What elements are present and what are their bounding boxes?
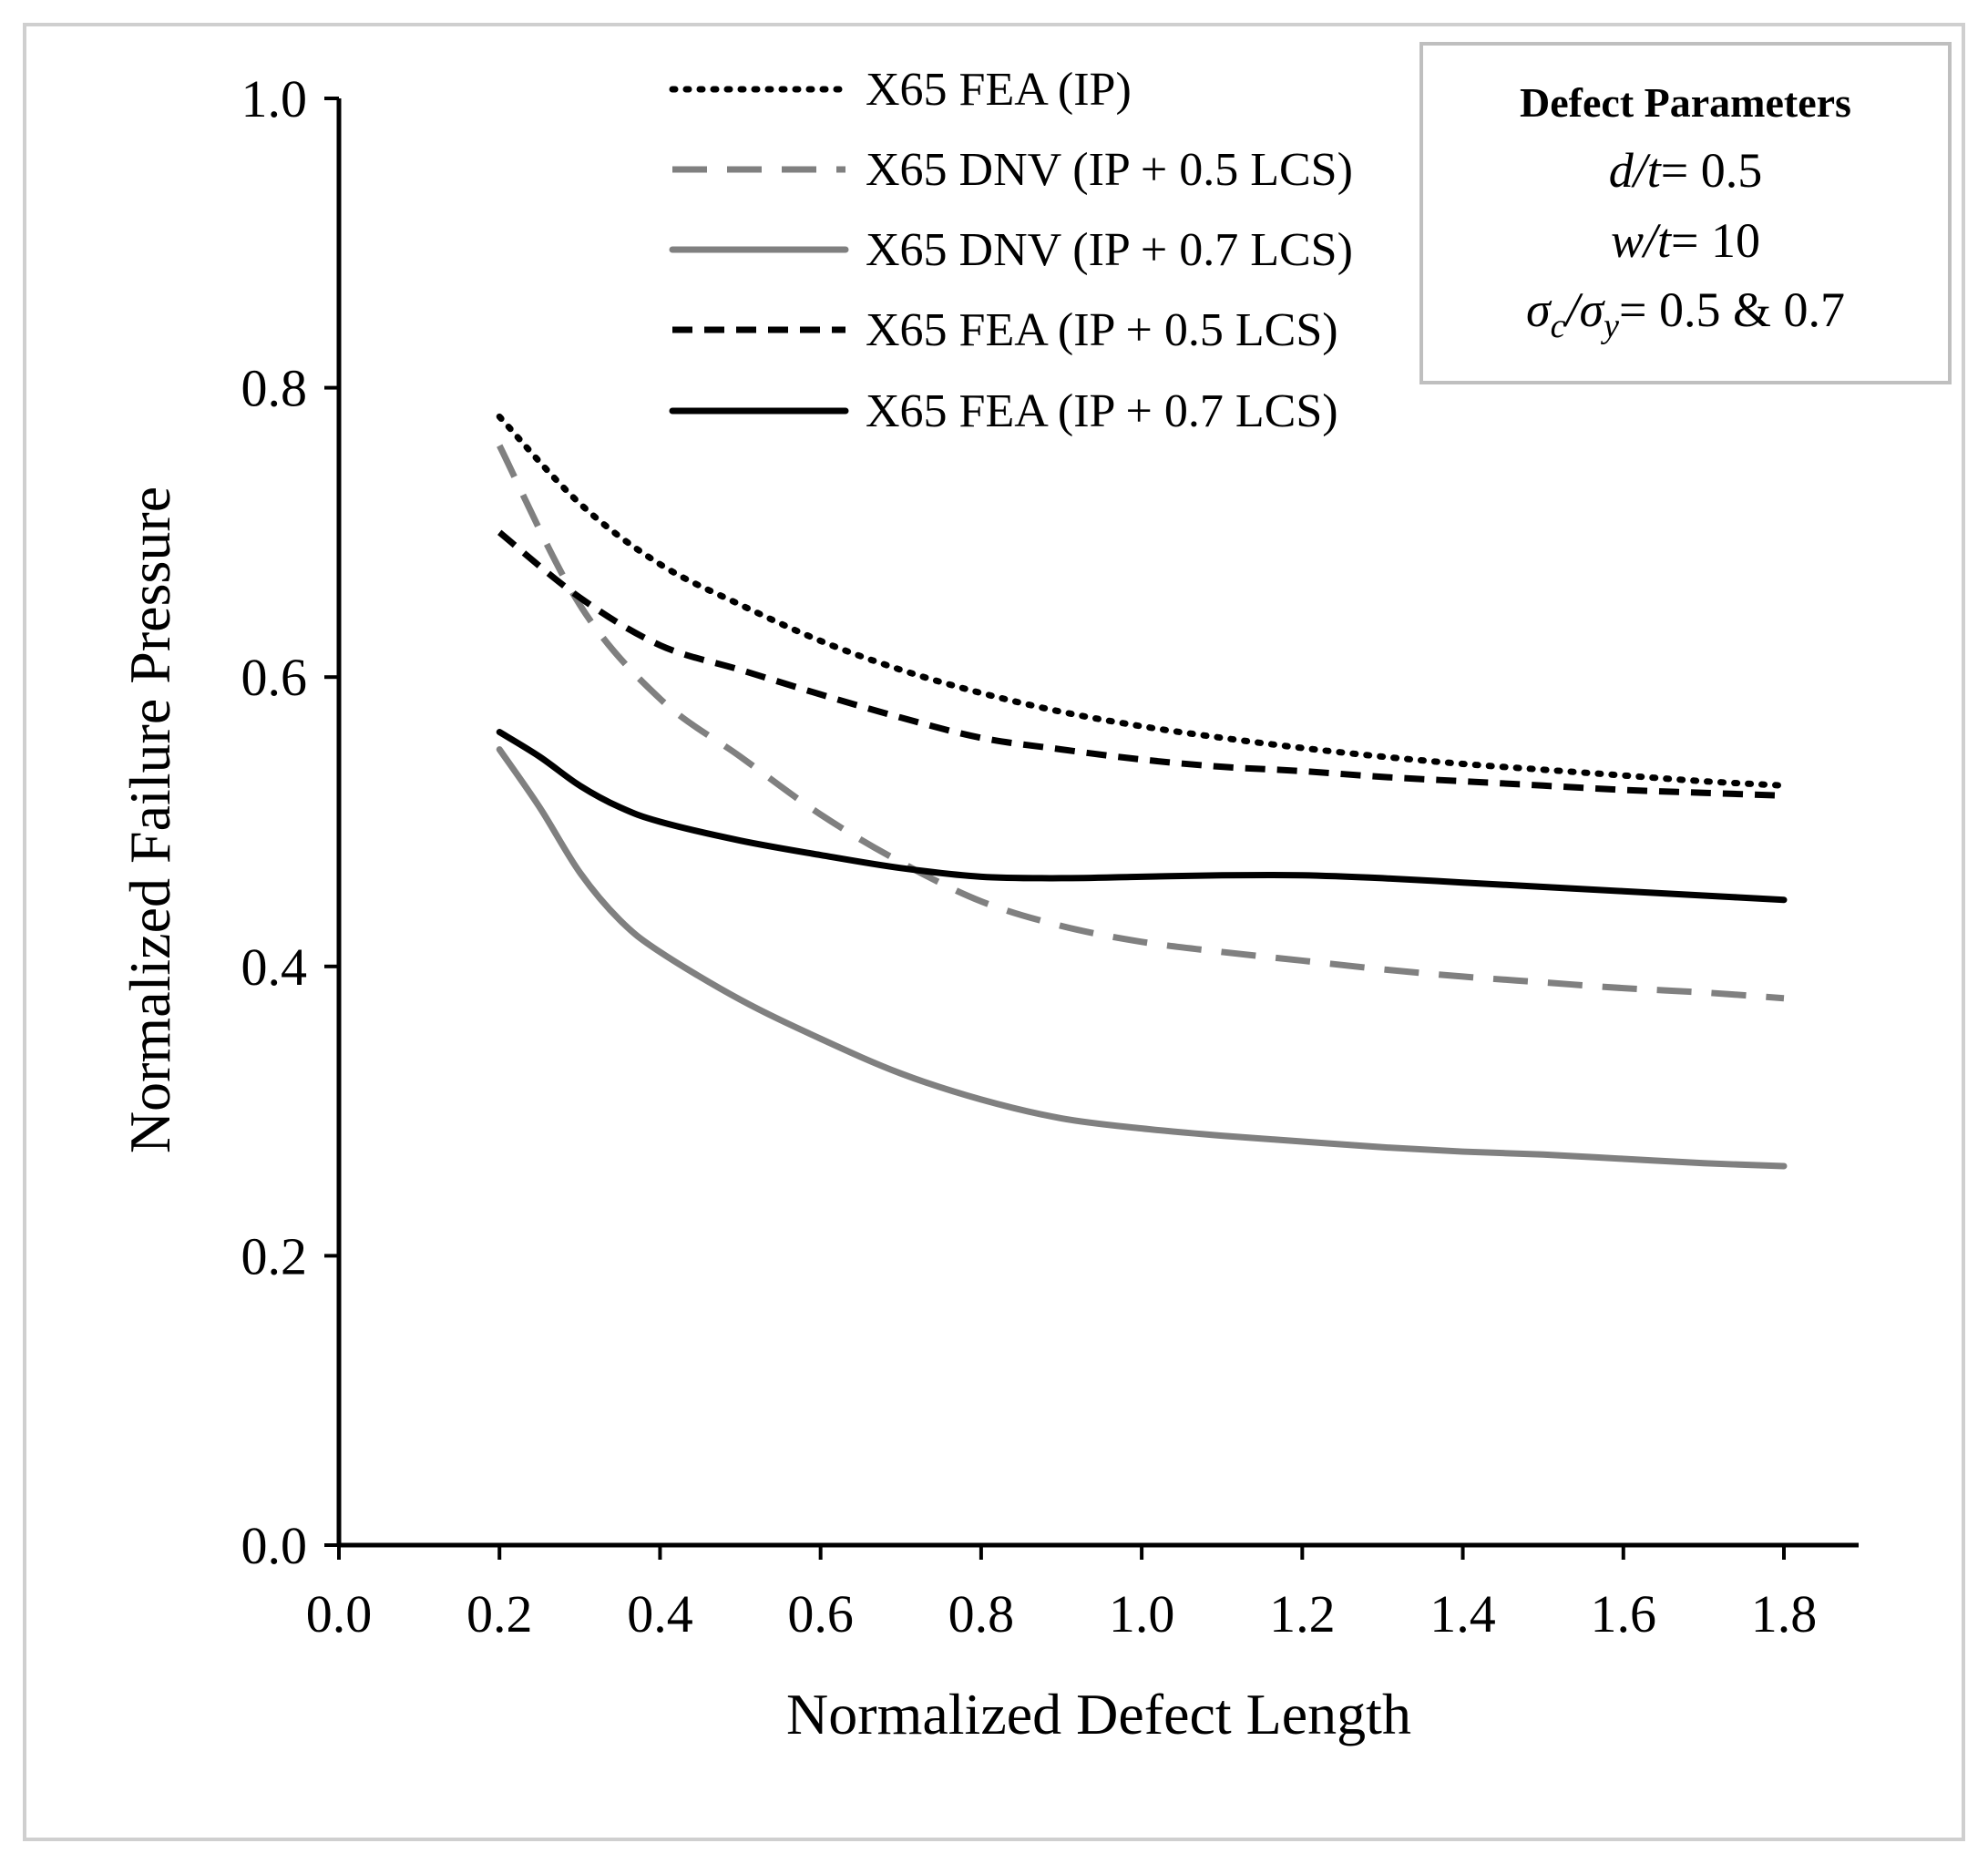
params-sub-y: y	[1600, 307, 1619, 345]
params-line-w-t: w/t= 10	[1611, 213, 1760, 268]
series-line-1	[496, 413, 1788, 789]
x-tick-label: 1.6	[1591, 1584, 1657, 1644]
x-tick-label: 1.2	[1269, 1584, 1336, 1644]
x-tick-label: 0.2	[466, 1584, 533, 1644]
series-layer	[496, 413, 1788, 1170]
params-box-frame	[1419, 42, 1952, 384]
defect-parameters-box: Defect Parameters d/t= 0.5 w/t= 10 σc/σy…	[1419, 42, 1952, 384]
legend-label-3: X65 DNV (IP + 0.7 LCS)	[866, 224, 1353, 276]
params-w-t-value: = 10	[1671, 213, 1760, 268]
axes	[336, 98, 1859, 1548]
params-line-sigma: σc/σy= 0.5 & 0.7	[1526, 282, 1845, 345]
legend: X65 FEA (IP) X65 DNV (IP + 0.5 LCS) X65 DN…	[669, 64, 1353, 437]
series-line-4	[497, 529, 1785, 799]
x-tick-label: 1.4	[1430, 1584, 1496, 1644]
legend-label-5: X65 FEA (IP + 0.7 LCS)	[866, 385, 1338, 437]
series-line-5	[496, 729, 1788, 904]
x-tick-label: 0.4	[627, 1584, 693, 1644]
params-sub-c: c	[1551, 307, 1566, 345]
series-line-3	[496, 746, 1788, 1170]
tick-labels: 0.0 0.2 0.4 0.6 0.8 1.0 1.2 1.4 1.6 1.8 0.0 0.2 0.4 0…	[241, 69, 1818, 1644]
x-tick-label: 1.0	[1109, 1584, 1175, 1644]
x-tick-label: 0.0	[306, 1584, 373, 1644]
ticks	[324, 97, 1786, 1560]
params-d-t-variable: d/t	[1609, 143, 1663, 198]
y-tick-label: 0.4	[241, 937, 308, 997]
y-tick-label: 0.0	[241, 1516, 308, 1575]
y-axis-title: Normalized Failure Pressure	[118, 486, 182, 1153]
params-w-t-variable: w/t	[1611, 213, 1673, 268]
legend-label-4: X65 FEA (IP + 0.5 LCS)	[866, 304, 1338, 356]
params-sigma-c: σ	[1526, 282, 1552, 337]
params-title: Defect Parameters	[1520, 79, 1851, 126]
y-tick-label: 0.2	[241, 1226, 308, 1285]
y-tick-label: 0.6	[241, 648, 308, 707]
x-tick-label: 1.8	[1751, 1584, 1818, 1644]
legend-label-2: X65 DNV (IP + 0.5 LCS)	[866, 144, 1353, 196]
params-sigma-y: /σ	[1563, 282, 1606, 337]
x-tick-label: 0.6	[787, 1584, 854, 1644]
legend-label-1: X65 FEA (IP)	[866, 64, 1132, 116]
series-line-2	[497, 444, 1785, 1002]
x-axis-title: Normalized Defect Length	[786, 1682, 1411, 1746]
y-tick-label: 1.0	[241, 69, 308, 128]
x-tick-label: 0.8	[948, 1584, 1015, 1644]
y-tick-label: 0.8	[241, 359, 308, 418]
params-line-d-t: d/t= 0.5	[1609, 143, 1762, 198]
params-d-t-value: = 0.5	[1661, 143, 1762, 198]
params-sigma-value: = 0.5 & 0.7	[1619, 282, 1845, 337]
